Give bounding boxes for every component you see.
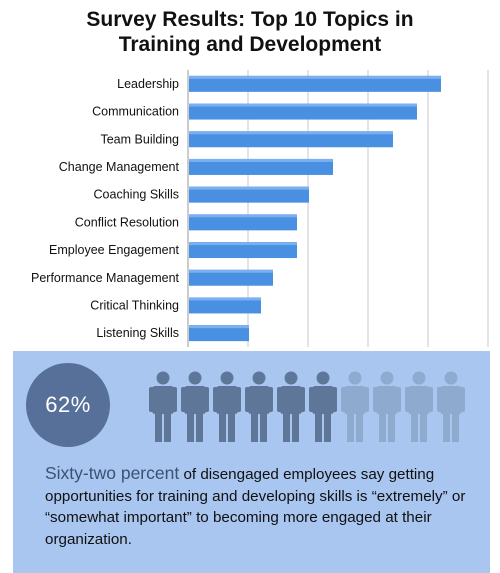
bar-highlight (189, 75, 441, 79)
bar-highlight (189, 242, 297, 246)
person-icon (181, 371, 209, 442)
bar-highlight (189, 269, 273, 273)
chart-title: Survey Results: Top 10 Topics in Trainin… (86, 8, 414, 56)
category-label: Conflict Resolution (75, 215, 179, 229)
bar (189, 186, 309, 203)
bar (189, 103, 417, 120)
category-label: Listening Skills (96, 326, 179, 340)
stat-highlight: Sixty-two percent (45, 463, 180, 483)
category-label: Coaching Skills (94, 188, 179, 202)
person-icon (341, 371, 369, 442)
bar (189, 242, 297, 259)
person-icon (437, 371, 465, 442)
bar-highlight (189, 325, 249, 329)
category-label: Team Building (100, 132, 179, 146)
bar (189, 269, 273, 286)
category-label: Performance Management (31, 271, 180, 285)
bar (189, 158, 333, 175)
category-label: Employee Engagement (49, 243, 179, 257)
category-label: Change Management (59, 160, 180, 174)
bar-highlight (189, 214, 297, 218)
bar (189, 297, 261, 314)
bar-highlight (189, 131, 393, 135)
person-icon (277, 371, 305, 442)
person-icon (309, 371, 337, 442)
category-label: Critical Thinking (90, 298, 179, 312)
bar-highlight (189, 297, 261, 301)
category-label: Leadership (117, 77, 179, 91)
bar (189, 131, 393, 148)
bar (189, 325, 249, 342)
bar (189, 75, 441, 92)
bar-highlight (189, 158, 333, 162)
percent-circle: 62% (26, 363, 110, 447)
stat-body: of disengaged employees say getting oppo… (45, 466, 466, 548)
person-icon (373, 371, 401, 442)
person-icon (213, 371, 241, 442)
bar-highlight (189, 103, 417, 107)
bar-highlight (189, 186, 309, 190)
bar (189, 214, 297, 231)
person-icon (149, 371, 177, 442)
category-label: Communication (92, 105, 179, 119)
bar-chart: Leadership Communication Team Building Chan… (31, 70, 489, 347)
stat-description: Sixty-two percent of disengaged employee… (45, 463, 485, 550)
person-icon (405, 371, 433, 442)
stat-panel: 62% Sixty-two percent of disengaged empl… (13, 351, 490, 573)
person-icon (245, 371, 273, 442)
